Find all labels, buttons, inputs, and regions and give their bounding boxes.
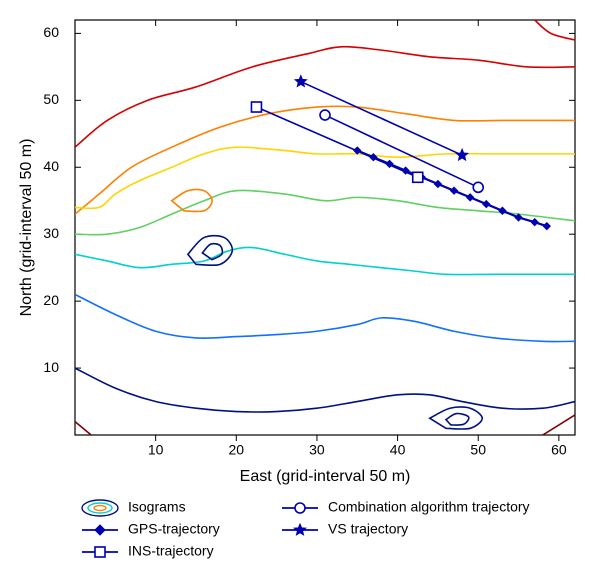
svg-text:10: 10 bbox=[148, 442, 164, 458]
isogram bbox=[535, 20, 575, 40]
svg-text:North (grid-interval 50 m): North (grid-interval 50 m) bbox=[18, 139, 35, 317]
svg-text:60: 60 bbox=[43, 24, 59, 40]
legend: Isograms GPS-trajectory INS-trajectory Comb… bbox=[82, 499, 530, 559]
trajectory-Combination bbox=[320, 110, 483, 192]
isogram bbox=[75, 190, 575, 234]
isogram bbox=[543, 415, 575, 435]
isogram bbox=[75, 368, 575, 412]
svg-text:East (grid-interval 50 m): East (grid-interval 50 m) bbox=[240, 468, 411, 485]
legend-entry: INS-trajectory bbox=[82, 543, 214, 559]
svg-text:20: 20 bbox=[43, 292, 59, 308]
isograms bbox=[75, 20, 575, 435]
isogram bbox=[75, 294, 575, 341]
legend-label: GPS-trajectory bbox=[128, 521, 220, 537]
trajectory-GPS bbox=[354, 147, 551, 230]
svg-text:60: 60 bbox=[551, 442, 567, 458]
trajectory-INS bbox=[251, 102, 422, 182]
legend-label: INS-trajectory bbox=[128, 543, 214, 559]
svg-text:40: 40 bbox=[43, 158, 59, 174]
isogram bbox=[75, 106, 575, 214]
legend-label: Combination algorithm trajectory bbox=[328, 499, 530, 515]
isogram bbox=[188, 236, 232, 266]
isogram bbox=[75, 47, 575, 147]
legend-entry: Combination algorithm trajectory bbox=[282, 499, 530, 515]
legend-entry: Isograms bbox=[82, 499, 186, 516]
svg-text:30: 30 bbox=[43, 225, 59, 241]
trajectories bbox=[251, 76, 550, 230]
legend-label: Isograms bbox=[128, 499, 186, 515]
isogram bbox=[75, 247, 575, 274]
svg-text:50: 50 bbox=[470, 442, 486, 458]
svg-text:30: 30 bbox=[309, 442, 325, 458]
legend-label: VS trajectory bbox=[328, 521, 408, 537]
isogram bbox=[75, 422, 91, 435]
svg-text:50: 50 bbox=[43, 91, 59, 107]
svg-text:20: 20 bbox=[229, 442, 245, 458]
svg-text:10: 10 bbox=[43, 359, 59, 375]
isogram bbox=[75, 147, 575, 208]
isogram bbox=[446, 414, 469, 426]
legend-entry: VS trajectory bbox=[282, 521, 408, 537]
legend-entry: GPS-trajectory bbox=[82, 521, 220, 537]
svg-text:40: 40 bbox=[390, 442, 406, 458]
